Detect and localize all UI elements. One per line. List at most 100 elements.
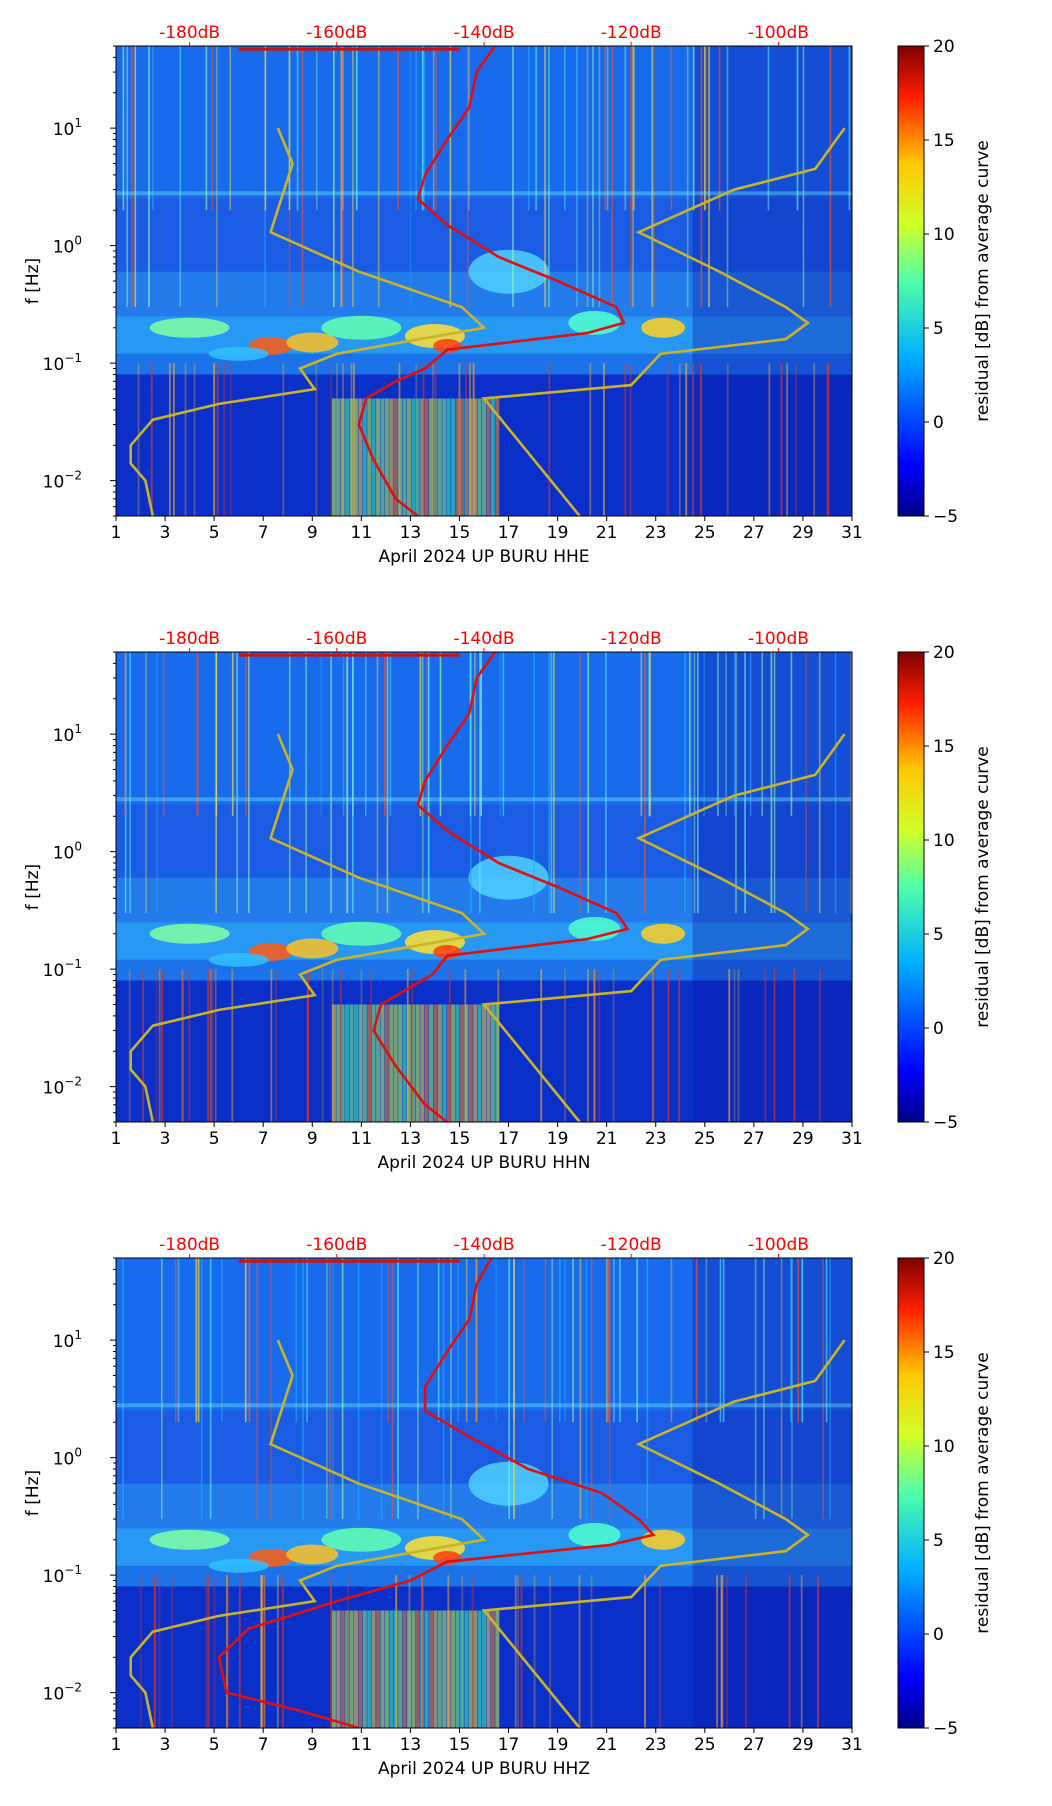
x-tick-label: 15 [449, 1129, 471, 1149]
lowfreq-stripe [477, 1004, 482, 1122]
lowfreq-spike [465, 363, 467, 516]
spectrogram-area [116, 46, 852, 516]
lowfreq-spike [408, 1575, 411, 1728]
colorbar-tick-label: 15 [933, 131, 955, 151]
transient-streak [633, 46, 635, 211]
y-axis-label: f [Hz] [23, 258, 43, 304]
transient-streak [651, 46, 654, 308]
transient-streak [397, 46, 399, 211]
microseism-blob-3 [321, 1527, 402, 1552]
lowfreq-stripe [345, 398, 350, 516]
lowfreq-stripe [459, 1610, 464, 1728]
lowfreq-stripe [473, 1004, 478, 1122]
harmonic-band [116, 191, 852, 196]
transient-streak [527, 46, 530, 211]
lowfreq-spike [612, 969, 615, 1122]
lowfreq-stripe [331, 398, 336, 516]
lowfreq-stripe [411, 398, 416, 516]
y-axis-label: f [Hz] [23, 1470, 43, 1516]
lowfreq-spike [578, 1575, 581, 1728]
x-tick-label: 17 [498, 1129, 520, 1149]
lowfreq-stripe [393, 1004, 398, 1122]
transient-streak [722, 1258, 725, 1423]
lowfreq-stripe [367, 1004, 372, 1122]
transient-streak [296, 46, 299, 211]
transient-streak [236, 652, 238, 914]
transient-streak [848, 46, 851, 211]
x-tick-label: 1 [111, 1129, 122, 1149]
lowfreq-spike [213, 363, 216, 516]
transient-streak [391, 1258, 394, 1520]
x-axis-label: April 2024 UP BURU HHZ [378, 1759, 590, 1779]
lowfreq-stripe [495, 398, 500, 516]
lowfreq-spike [360, 969, 363, 1122]
transient-streak [572, 1258, 574, 1423]
microseism-blob-2 [286, 1544, 339, 1565]
lowfreq-spike [590, 1575, 593, 1728]
lowfreq-stripe [455, 1004, 460, 1122]
x-tick-label: 11 [351, 1129, 373, 1149]
microseism-blob-0 [149, 1529, 230, 1550]
transient-streak [330, 652, 332, 914]
transient-streak [134, 46, 137, 308]
lowfreq-stripe [406, 1004, 411, 1122]
transient-streak [822, 1258, 825, 1520]
microseism-blob-9 [468, 855, 549, 900]
transient-streak [442, 1258, 445, 1520]
lowfreq-stripe [442, 1004, 447, 1122]
transient-streak [533, 652, 535, 914]
transient-streak [475, 1258, 478, 1423]
transient-streak [288, 46, 291, 211]
lowfreq-spike [347, 1575, 350, 1728]
y-tick-label: 100 [53, 840, 82, 864]
noise-model-low-curve [129, 1339, 487, 1728]
db-tick-label: -180dB [159, 23, 220, 43]
top-artifact-line [238, 653, 460, 657]
transient-streak [744, 652, 746, 914]
lowfreq-spike [447, 1575, 450, 1728]
transient-streak [630, 46, 632, 308]
transient-streak [598, 46, 601, 308]
x-axis-label: April 2024 UP BURU HHE [378, 547, 589, 567]
lowfreq-stripe [468, 398, 473, 516]
transient-streak [607, 1258, 610, 1423]
lowfreq-stripe [411, 1610, 416, 1728]
transient-streak [162, 652, 165, 817]
transient-streak [326, 1258, 328, 1520]
noise-model-high-curve [481, 127, 846, 516]
transient-streak [705, 1258, 708, 1423]
lowfreq-spike [411, 969, 414, 1122]
transient-streak [801, 1258, 804, 1423]
lowfreq-spike [263, 1575, 266, 1728]
transient-streak [829, 46, 832, 308]
lowfreq-spike [678, 363, 681, 516]
x-tick-label: 15 [449, 1735, 471, 1755]
transient-streak [735, 652, 737, 914]
transient-streak [789, 1258, 792, 1423]
microseism-blob-0 [149, 317, 230, 338]
lowfreq-stripe [459, 1004, 464, 1122]
transient-streak [329, 1258, 331, 1520]
lowfreq-spike [768, 363, 771, 516]
transient-streak [174, 1258, 177, 1423]
lowfreq-stripe [415, 1610, 420, 1728]
transient-streak [449, 46, 452, 308]
transient-streak [145, 652, 147, 914]
transient-streak [457, 1258, 459, 1423]
transient-streak [256, 1258, 259, 1520]
transient-streak [513, 1258, 515, 1520]
colorbar-tick-label: 0 [933, 1019, 944, 1039]
y-tick-base: 10 [43, 1685, 65, 1705]
lowfreq-stripe [336, 398, 341, 516]
transient-streak [469, 652, 472, 817]
lowfreq-stripe [331, 1004, 336, 1122]
transient-streak [644, 652, 646, 914]
lowfreq-stripe [371, 1610, 376, 1728]
microseism-blob-6 [568, 310, 621, 335]
lowfreq-stripe [331, 1610, 336, 1728]
transient-streak [479, 652, 481, 914]
median-psd-curve [372, 652, 630, 1122]
y-tick-base: 10 [43, 961, 65, 981]
x-tick-label: 23 [645, 1735, 667, 1755]
